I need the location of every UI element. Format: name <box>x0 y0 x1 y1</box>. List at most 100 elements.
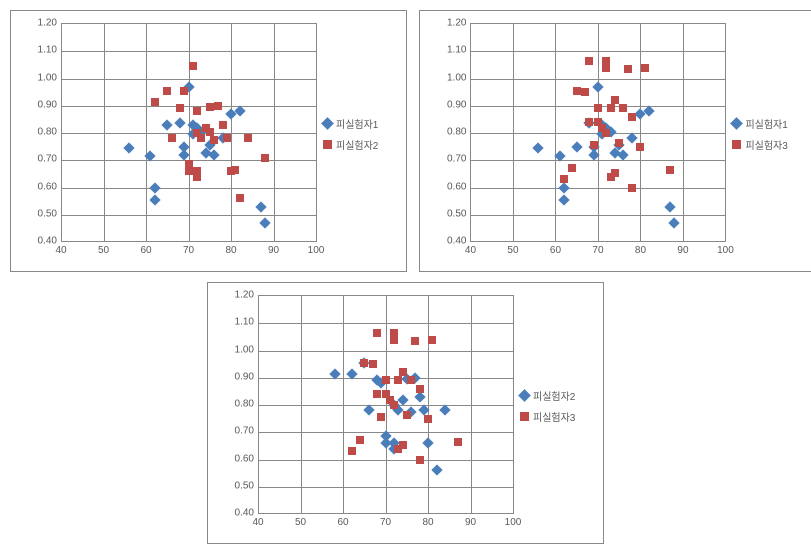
x-tick-label: 90 <box>677 245 688 256</box>
chart2-container: 0.400.500.600.700.800.901.001.101.204050… <box>419 10 811 272</box>
y-tick-label: 0.90 <box>216 371 254 382</box>
data-point-s2 <box>431 465 442 476</box>
data-point-s2 <box>214 102 222 110</box>
gridline-v <box>231 24 232 242</box>
data-point-s2 <box>236 194 244 202</box>
data-point-s3 <box>607 104 615 112</box>
y-tick-label: 0.40 <box>19 236 57 247</box>
legend-label: 피실험자3 <box>533 409 575 424</box>
data-point-s1 <box>149 182 160 193</box>
y-tick-label: 1.00 <box>428 72 466 83</box>
data-point-s3 <box>416 456 424 464</box>
data-point-s3 <box>568 164 576 172</box>
data-point-s2 <box>197 134 205 142</box>
y-tick-label: 1.20 <box>216 290 254 301</box>
y-tick-label: 0.60 <box>19 181 57 192</box>
chart2-panel: 0.400.500.600.700.800.901.001.101.204050… <box>419 10 811 272</box>
data-point-s1 <box>533 142 544 153</box>
data-point-s1 <box>149 194 160 205</box>
diamond-icon <box>321 117 334 130</box>
data-point-s3 <box>390 401 398 409</box>
legend-item: 피실험자1 <box>732 116 787 131</box>
data-point-s2 <box>219 121 227 129</box>
gridline-v <box>386 296 387 514</box>
x-tick-label: 80 <box>635 245 646 256</box>
x-tick-label: 80 <box>422 517 433 528</box>
gridline-v <box>640 24 641 242</box>
legend-label: 피실험자1 <box>336 116 378 131</box>
square-icon <box>520 412 529 421</box>
data-point-s3 <box>628 184 636 192</box>
chart1-legend: 피실험자1 피실험자2 <box>323 116 378 158</box>
y-tick-label: 0.70 <box>216 426 254 437</box>
data-point-s2 <box>180 87 188 95</box>
data-point-s1 <box>558 194 569 205</box>
legend-label: 피실험자2 <box>533 388 575 403</box>
chart3-plot-area <box>258 295 514 514</box>
data-point-s1 <box>255 201 266 212</box>
data-point-s2 <box>210 136 218 144</box>
data-point-s1 <box>571 141 582 152</box>
data-point-s3 <box>590 141 598 149</box>
data-point-s3 <box>390 329 398 337</box>
y-tick-label: 0.90 <box>19 99 57 110</box>
data-point-s3 <box>403 411 411 419</box>
data-point-s3 <box>585 118 593 126</box>
x-tick-label: 100 <box>717 245 734 256</box>
data-point-s3 <box>424 415 432 423</box>
chart3-legend: 피실험자2 피실험자3 <box>520 388 575 430</box>
data-point-s3 <box>407 376 415 384</box>
data-point-s2 <box>163 87 171 95</box>
data-point-s3 <box>602 64 610 72</box>
legend-item: 피실험자2 <box>520 388 575 403</box>
data-point-s3 <box>619 104 627 112</box>
y-tick-label: 1.20 <box>19 18 57 29</box>
data-point-s2 <box>168 134 176 142</box>
x-tick-label: 50 <box>295 517 306 528</box>
data-point-s3 <box>628 113 636 121</box>
gridline-v <box>146 24 147 242</box>
y-tick-label: 0.40 <box>216 508 254 519</box>
gridline-v <box>301 296 302 514</box>
data-point-s1 <box>592 81 603 92</box>
y-tick-label: 0.80 <box>428 127 466 138</box>
y-tick-label: 0.60 <box>428 181 466 192</box>
legend-label: 피실험자2 <box>336 137 378 152</box>
data-point-s1 <box>162 119 173 130</box>
data-point-s3 <box>636 143 644 151</box>
bottom-row: 0.400.500.600.700.800.901.001.101.204050… <box>10 282 801 544</box>
legend-item: 피실험자2 <box>323 137 378 152</box>
legend-item: 피실험자3 <box>732 137 787 152</box>
data-point-s3 <box>585 57 593 65</box>
data-point-s3 <box>594 104 602 112</box>
data-point-s3 <box>399 441 407 449</box>
data-point-s2 <box>176 104 184 112</box>
x-tick-label: 40 <box>252 517 263 528</box>
chart3-panel: 0.400.500.600.700.800.901.001.101.204050… <box>207 282 604 544</box>
y-tick-label: 0.70 <box>428 154 466 165</box>
x-tick-label: 80 <box>225 245 236 256</box>
data-point-s3 <box>348 447 356 455</box>
y-tick-label: 0.70 <box>19 154 57 165</box>
x-tick-label: 70 <box>592 245 603 256</box>
data-point-s1 <box>643 106 654 117</box>
x-tick-label: 60 <box>550 245 561 256</box>
chart1-container: 0.400.500.600.700.800.901.001.101.204050… <box>10 10 407 272</box>
diamond-icon <box>518 389 531 402</box>
data-point-s3 <box>399 368 407 376</box>
x-tick-label: 90 <box>465 517 476 528</box>
legend-item: 피실험자1 <box>323 116 378 131</box>
x-tick-label: 100 <box>505 517 522 528</box>
y-tick-label: 0.50 <box>216 480 254 491</box>
y-tick-label: 1.00 <box>216 344 254 355</box>
y-tick-label: 1.10 <box>216 317 254 328</box>
x-tick-label: 50 <box>507 245 518 256</box>
data-point-s3 <box>602 57 610 65</box>
y-tick-label: 0.40 <box>428 236 466 247</box>
data-point-s3 <box>390 336 398 344</box>
top-row: 0.400.500.600.700.800.901.001.101.204050… <box>10 10 801 272</box>
data-point-s3 <box>581 88 589 96</box>
legend-item: 피실험자3 <box>520 409 575 424</box>
x-tick-label: 100 <box>308 245 325 256</box>
data-point-s3 <box>641 64 649 72</box>
